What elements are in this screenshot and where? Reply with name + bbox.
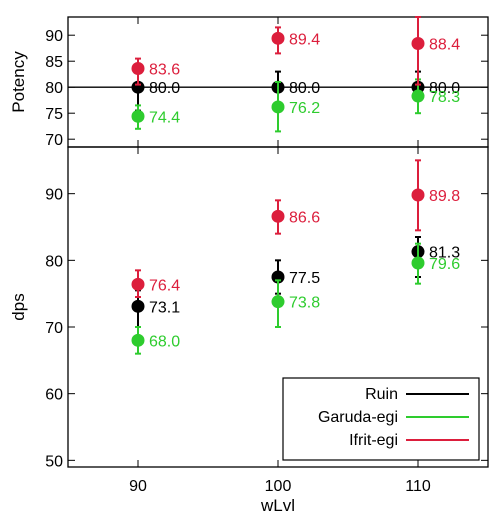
top-data-label-garuda-egi-110: 78.3 bbox=[429, 89, 460, 106]
legend-label-ifrit-egi: Ifrit-egi bbox=[349, 432, 398, 449]
top-ytick-label-90: 90 bbox=[45, 28, 63, 45]
top-point-garuda-egi-110 bbox=[411, 89, 425, 103]
top-data-label-ifrit-egi-90: 83.6 bbox=[149, 61, 180, 78]
bottom-data-label-ifrit-egi-110: 89.8 bbox=[429, 188, 460, 205]
bottom-data-label-ifrit-egi-100: 86.6 bbox=[289, 209, 320, 226]
top-point-ifrit-egi-100 bbox=[271, 31, 285, 45]
bottom-data-label-ruin-110: 81.3 bbox=[429, 245, 460, 262]
bottom-xtick-label-110: 110 bbox=[405, 478, 431, 495]
bottom-point-ruin-100 bbox=[271, 270, 285, 284]
bottom-point-garuda-egi-90 bbox=[131, 333, 145, 347]
top-y-axis-label: Potency bbox=[9, 51, 28, 113]
bottom-series-garuda-egi: 68.0 73.8 79.6 bbox=[131, 242, 460, 355]
top-ytick-label-85: 85 bbox=[45, 54, 63, 71]
bottom-series-ifrit-egi: 76.4 86.6 89.8 bbox=[131, 159, 460, 298]
top-point-garuda-egi-100 bbox=[271, 100, 285, 114]
bottom-point-garuda-egi-110 bbox=[411, 256, 425, 270]
bottom-ytick-label-60: 60 bbox=[45, 387, 63, 404]
top-point-garuda-egi-90 bbox=[131, 109, 145, 123]
bottom-xtick-label-100: 100 bbox=[265, 478, 292, 495]
top-point-ifrit-egi-90 bbox=[131, 61, 145, 75]
top-data-label-ruin-110: 80.0 bbox=[429, 80, 460, 97]
top-series-ruin: 80.0 80.0 80.0 bbox=[131, 62, 460, 112]
bottom-ytick-label-70: 70 bbox=[45, 320, 63, 337]
bottom-data-label-ifrit-egi-90: 76.4 bbox=[149, 277, 180, 294]
top-point-ifrit-egi-110 bbox=[411, 37, 425, 51]
legend-label-garuda-egi: Garuda-egi bbox=[318, 409, 398, 426]
bottom-point-ruin-90 bbox=[131, 299, 145, 313]
legend-label-ruin: Ruin bbox=[365, 386, 398, 403]
bottom-data-label-garuda-egi-100: 73.8 bbox=[289, 295, 320, 312]
bottom-series-ruin: 73.1 77.5 81.3 bbox=[131, 236, 460, 338]
bottom-point-ifrit-egi-100 bbox=[271, 209, 285, 223]
bottom-point-garuda-egi-100 bbox=[271, 295, 285, 309]
top-point-ruin-90 bbox=[131, 80, 145, 94]
top-data-label-ifrit-egi-100: 89.4 bbox=[289, 31, 320, 48]
bottom-y-axis-label: dps bbox=[9, 293, 28, 320]
top-series-garuda-egi: 74.4 76.2 78.3 bbox=[131, 78, 460, 133]
top-panel: 70 75 80 85 90 Potency 80.0 80.0 80.0 74.4 76.2 78.… bbox=[9, 16, 489, 149]
bottom-data-label-ruin-90: 73.1 bbox=[149, 299, 180, 316]
bottom-ytick-label-90: 90 bbox=[45, 187, 63, 204]
bottom-point-ifrit-egi-110 bbox=[411, 188, 425, 202]
bottom-data-label-garuda-egi-90: 68.0 bbox=[149, 333, 180, 350]
top-series-ifrit-egi: 83.6 89.4 88.4 bbox=[131, 16, 460, 86]
top-data-label-garuda-egi-100: 76.2 bbox=[289, 100, 320, 117]
legend-box bbox=[282, 377, 480, 461]
bottom-ytick-label-50: 50 bbox=[45, 453, 63, 470]
top-ytick-label-75: 75 bbox=[45, 106, 63, 123]
bottom-ytick-label-80: 80 bbox=[45, 253, 63, 270]
bottom-xtick-label-90: 90 bbox=[129, 478, 147, 495]
x-axis-label: wLvl bbox=[260, 496, 295, 515]
top-ytick-label-70: 70 bbox=[45, 132, 63, 149]
top-data-label-ifrit-egi-110: 88.4 bbox=[429, 37, 460, 54]
top-data-label-garuda-egi-90: 74.4 bbox=[149, 109, 180, 126]
top-data-label-ruin-90: 80.0 bbox=[149, 80, 180, 97]
legend: Ruin Garuda-egi Ifrit-egi bbox=[282, 377, 480, 461]
bottom-data-label-garuda-egi-110: 79.6 bbox=[429, 256, 460, 273]
bottom-point-ifrit-egi-90 bbox=[131, 277, 145, 291]
top-ytick-label-80: 80 bbox=[45, 80, 63, 97]
bottom-data-label-ruin-100: 77.5 bbox=[289, 270, 320, 287]
top-data-label-ruin-100: 80.0 bbox=[289, 80, 320, 97]
